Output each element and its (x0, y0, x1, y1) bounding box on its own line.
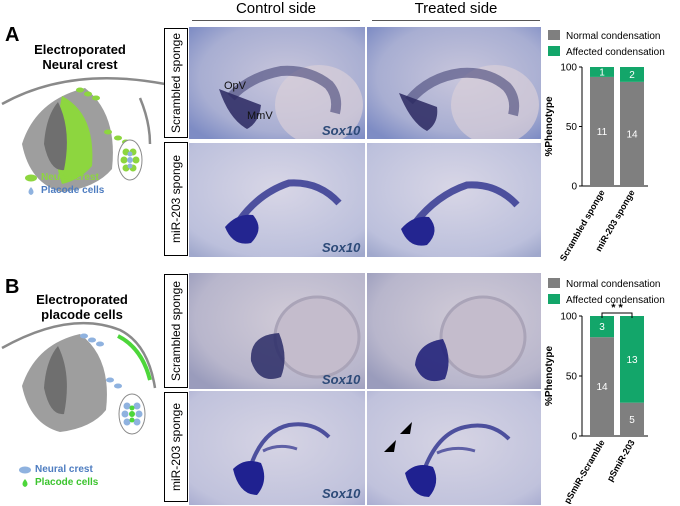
chart-b-significance-label: * * (611, 302, 623, 314)
chart-a-y-tick-label: 0 (571, 182, 577, 193)
chart-a-legend-label: Affected condensation (566, 47, 665, 58)
chart-a-data-label: 11 (597, 127, 608, 138)
chart-b-significance-bracket (601, 312, 633, 318)
chart-b-bar-segment (620, 402, 644, 436)
chart-b-y-axis-label: %Phenotype (544, 346, 555, 406)
arrowhead-icon (384, 440, 396, 452)
panel-b-chart: Normal condensation Affected condensation… (544, 278, 665, 504)
panel-a-control-mir203-image (188, 142, 366, 258)
chart-b-data-label: 13 (626, 355, 638, 366)
panel-b-row2-stain-label: Sox10 (322, 486, 361, 501)
label-opv: OpV (224, 80, 247, 92)
panel-b-row1-stain-label: Sox10 (322, 372, 361, 387)
panel-b-key-neural-crest-label: Neural crest (35, 464, 93, 475)
chart-a-data-label: 1 (599, 67, 605, 78)
label-mmv: MmV (247, 110, 273, 122)
chart-b-legend-swatch (548, 294, 560, 304)
panel-b-treated-scrambled-image (366, 272, 542, 390)
panel-a-row1-label: Scrambled sponge (164, 28, 188, 138)
panel-a-treated-mir203-image (366, 142, 542, 258)
chart-a-bar-segment (590, 76, 614, 186)
chart-a-legend-swatch (548, 30, 560, 40)
panel-b-diagram-title-line1: Electroporated (36, 292, 128, 307)
panel-b-control-mir203-image (188, 390, 366, 506)
panel-b-letter: B (5, 276, 20, 298)
chart-b-bar-segment (590, 316, 614, 338)
panel-b-embryo-diagram (1, 321, 157, 435)
panel-a-embryo-diagram (1, 77, 166, 192)
panel-b-row2-label: miR-203 sponge (164, 392, 188, 502)
panel-a-row2-stain-label: Sox10 (322, 240, 361, 255)
chart-b-legend-label: Affected condensation (566, 295, 665, 306)
chart-b-bar-segment (590, 337, 614, 436)
panel-a-diagram-title-line2: Neural crest (42, 57, 118, 72)
chart-a-data-label: 14 (626, 129, 638, 140)
panel-a-row1-stain-label: Sox10 (322, 123, 361, 138)
chart-b-legend-swatch (548, 278, 560, 288)
arrowhead-icon (400, 422, 412, 434)
chart-a-bar-segment (590, 67, 614, 77)
panel-b-key-placode-label: Placode cells (35, 477, 99, 488)
chart-a-legend-label: Normal condensation (566, 31, 661, 42)
neural-crest-cell-icon (25, 174, 37, 181)
panel-b-diagram-title-line2: placode cells (41, 307, 123, 322)
control-side-header: Control side (235, 0, 317, 17)
placode-cell-icon (22, 478, 28, 487)
chart-b-y-tick-label: 50 (566, 372, 578, 383)
panel-b-key-neural-crest: Neural crest (18, 464, 93, 475)
panel-a-chart: Normal condensation Affected condensation… (544, 30, 665, 263)
chart-b-data-label: 14 (596, 382, 608, 393)
panel-b-row1-label: Scrambled sponge (164, 274, 188, 388)
panel-a-key-neural-crest-label: Neural crest (41, 172, 99, 183)
panel-b-control-scrambled-image (188, 272, 366, 390)
chart-a-legend-swatch (548, 46, 560, 56)
panel-b-diagram-title: Electroporated placode cells (22, 292, 142, 322)
panel-a-diagram-title: Electroporated Neural crest (20, 42, 140, 72)
chart-b-bar-segment (620, 316, 644, 403)
panel-a-control-scrambled-image (188, 26, 366, 140)
chart-b-y-tick-label: 100 (560, 312, 577, 323)
chart-b-category-label: pSmiR-203 (605, 438, 637, 483)
chart-b-data-label: 5 (629, 415, 635, 426)
chart-b-y-tick-label: 0 (571, 432, 577, 443)
chart-a-y-tick-label: 50 (566, 122, 578, 133)
chart-a-data-label: 2 (629, 70, 635, 81)
chart-b-data-label: 3 (599, 322, 605, 333)
chart-a-bar-segment (620, 81, 644, 186)
treated-side-bracket (372, 20, 540, 21)
neural-crest-cell-icon (19, 466, 31, 473)
panel-a-row2-label: miR-203 sponge (164, 142, 188, 256)
chart-a-y-tick-label: 100 (560, 63, 577, 74)
placode-cell-icon (28, 186, 34, 195)
panel-a-key-placode: Placode cells (24, 185, 104, 196)
panel-a-key-neural-crest: Neural crest (24, 172, 99, 183)
panel-a-treated-scrambled-image (366, 26, 542, 140)
control-side-bracket (192, 20, 360, 21)
treated-side-header: Treated side (414, 0, 498, 17)
chart-a-y-axis-label: %Phenotype (544, 96, 555, 156)
panel-a-key-placode-label: Placode cells (41, 185, 105, 196)
panel-b-treated-mir203-image (366, 390, 542, 506)
chart-b-category-label: pSmiR-Scramble (562, 438, 607, 504)
panel-a-diagram-title-line1: Electroporated (34, 42, 126, 57)
panel-b-key-placode: Placode cells (18, 477, 98, 488)
chart-b-legend-label: Normal condensation (566, 279, 661, 290)
panel-a-letter: A (5, 24, 20, 46)
chart-a-bar-segment (620, 67, 644, 82)
